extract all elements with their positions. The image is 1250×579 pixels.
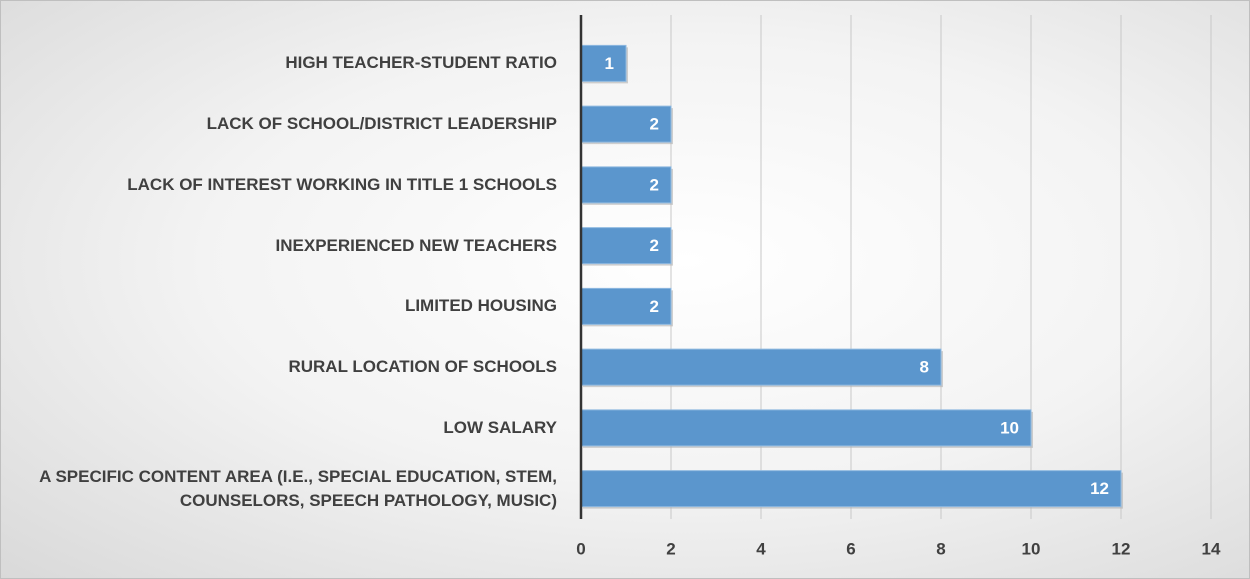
x-tick-label: 14 [1202, 539, 1221, 558]
y-tick-label: A SPECIFIC CONTENT AREA (I.E., SPECIAL E… [39, 466, 557, 510]
bar [580, 470, 1122, 508]
y-tick-label: LACK OF SCHOOL/DISTRICT LEADERSHIP [206, 114, 557, 134]
x-tick-label: 12 [1112, 539, 1131, 558]
bar [580, 105, 672, 143]
bar [580, 348, 942, 386]
y-tick-label: HIGH TEACHER-STUDENT RATIO [285, 53, 557, 73]
x-tick-label: 2 [666, 539, 675, 558]
value-label: 8 [920, 358, 929, 377]
x-tick-label: 8 [936, 539, 945, 558]
value-label: 2 [650, 236, 659, 255]
value-label: 2 [650, 175, 659, 194]
y-tick-label: RURAL LOCATION OF SCHOOLS [288, 357, 557, 377]
y-tick-label: LIMITED HOUSING [404, 296, 557, 316]
value-label: 2 [650, 115, 659, 134]
value-label: 12 [1090, 479, 1109, 498]
x-tick-label: 0 [576, 539, 585, 558]
y-tick-label: INEXPERIENCED NEW TEACHERS [275, 235, 557, 255]
value-label: 10 [1000, 418, 1019, 437]
x-tick-label: 4 [756, 539, 766, 558]
bar [580, 287, 672, 325]
value-label: 1 [605, 54, 614, 73]
x-tick-label: 10 [1022, 539, 1041, 558]
bar [580, 44, 627, 82]
x-tick-label: 6 [846, 539, 855, 558]
y-tick-label: LOW SALARY [443, 417, 557, 437]
bar [580, 227, 672, 265]
bar [580, 166, 672, 204]
bar [580, 409, 1032, 447]
y-tick-label: LACK OF INTEREST WORKING IN TITLE 1 SCHO… [127, 174, 557, 194]
value-label: 2 [650, 297, 659, 316]
